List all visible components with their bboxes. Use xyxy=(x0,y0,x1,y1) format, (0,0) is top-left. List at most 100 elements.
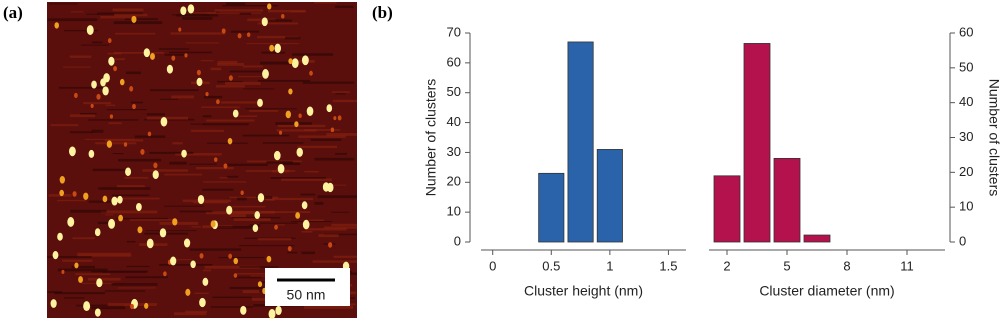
afm-streak xyxy=(314,157,355,161)
afm-cluster xyxy=(274,43,282,53)
afm-streak xyxy=(131,101,143,104)
afm-streak xyxy=(112,8,144,12)
afm-streak xyxy=(91,41,103,44)
afm-cluster xyxy=(288,88,293,95)
afm-streak xyxy=(217,80,243,83)
y-tick-label: 50 xyxy=(447,84,461,99)
afm-streak xyxy=(314,201,324,205)
afm-streak xyxy=(218,256,265,259)
afm-streak xyxy=(204,95,223,99)
afm-cluster xyxy=(180,6,187,15)
afm-streak xyxy=(331,223,357,227)
afm-streak xyxy=(171,95,194,99)
afm-cluster xyxy=(108,218,116,229)
afm-streak xyxy=(233,218,271,222)
afm-cluster xyxy=(130,303,134,310)
afm-streak xyxy=(86,13,99,15)
afm-streak xyxy=(189,163,217,165)
afm-cluster xyxy=(102,195,108,203)
afm-streak xyxy=(191,129,224,132)
afm-cluster xyxy=(301,201,308,210)
afm-streak xyxy=(110,58,125,61)
afm-streak xyxy=(116,217,169,220)
afm-streak xyxy=(300,193,316,196)
y-tick-label: 0 xyxy=(454,233,461,248)
afm-streak xyxy=(260,61,294,65)
afm-streak xyxy=(84,138,135,140)
afm-streak xyxy=(144,118,195,121)
afm-streak xyxy=(323,226,357,229)
afm-cluster xyxy=(184,53,188,58)
afm-streak xyxy=(150,89,199,92)
afm-streak xyxy=(307,219,325,221)
afm-streak xyxy=(202,115,212,118)
afm-streak xyxy=(265,19,292,22)
afm-cluster xyxy=(197,194,205,205)
afm-streak xyxy=(283,162,301,166)
afm-streak xyxy=(117,185,145,188)
afm-cluster xyxy=(94,228,101,237)
afm-streak xyxy=(318,234,339,238)
afm-streak xyxy=(212,296,252,299)
afm-streak xyxy=(206,12,262,14)
afm-cluster xyxy=(240,190,244,195)
afm-streak xyxy=(117,287,156,289)
afm-streak xyxy=(217,60,238,64)
afm-cluster xyxy=(74,262,79,269)
afm-streak xyxy=(203,181,247,183)
afm-streak xyxy=(77,252,131,256)
afm-cluster xyxy=(246,32,251,38)
afm-cluster xyxy=(328,242,333,248)
afm-cluster xyxy=(190,260,196,269)
afm-streak xyxy=(249,109,279,112)
afm-cluster xyxy=(96,278,103,288)
afm-streak xyxy=(276,129,317,132)
afm-cluster xyxy=(240,305,247,315)
afm-streak xyxy=(332,99,357,103)
afm-streak xyxy=(126,240,136,243)
afm-cluster xyxy=(199,297,206,308)
afm-streak xyxy=(76,304,125,307)
afm-streak xyxy=(182,16,213,20)
afm-streak xyxy=(210,306,253,308)
afm-cluster xyxy=(160,117,168,127)
afm-streak xyxy=(322,184,347,186)
afm-cluster xyxy=(52,251,59,260)
afm-cluster xyxy=(257,98,263,107)
afm-cluster xyxy=(78,276,83,283)
afm-streak xyxy=(174,312,207,316)
afm-cluster xyxy=(119,78,125,86)
x-tick-label: 11 xyxy=(900,258,914,273)
afm-cluster xyxy=(117,195,123,204)
afm-streak xyxy=(275,122,312,126)
afm-cluster xyxy=(196,69,201,76)
afm-streak xyxy=(277,124,326,128)
afm-streak xyxy=(229,196,279,199)
afm-cluster xyxy=(83,301,91,312)
afm-streak xyxy=(236,272,294,275)
afm-streak xyxy=(259,222,298,224)
afm-streak xyxy=(75,273,111,276)
y-tick-label: 10 xyxy=(447,204,461,219)
afm-streak xyxy=(142,169,189,172)
afm-streak xyxy=(227,205,266,208)
afm-cluster xyxy=(143,48,150,58)
afm-streak xyxy=(185,42,220,44)
afm-streak xyxy=(317,195,357,199)
afm-cluster xyxy=(111,196,118,206)
afm-streak xyxy=(173,259,192,261)
afm-cluster xyxy=(153,162,158,169)
afm-streak xyxy=(225,81,261,85)
afm-cluster xyxy=(109,114,114,119)
x-tick-label: 0 xyxy=(489,258,496,273)
afm-streak xyxy=(196,166,234,170)
afm-cluster xyxy=(237,33,242,39)
afm-cluster xyxy=(233,273,238,278)
afm-cluster xyxy=(268,309,276,319)
afm-streak xyxy=(301,230,313,233)
afm-streak xyxy=(266,161,293,164)
afm-streak xyxy=(124,18,158,21)
afm-cluster xyxy=(90,103,94,109)
afm-cluster xyxy=(57,232,63,241)
afm-streak xyxy=(164,173,202,176)
